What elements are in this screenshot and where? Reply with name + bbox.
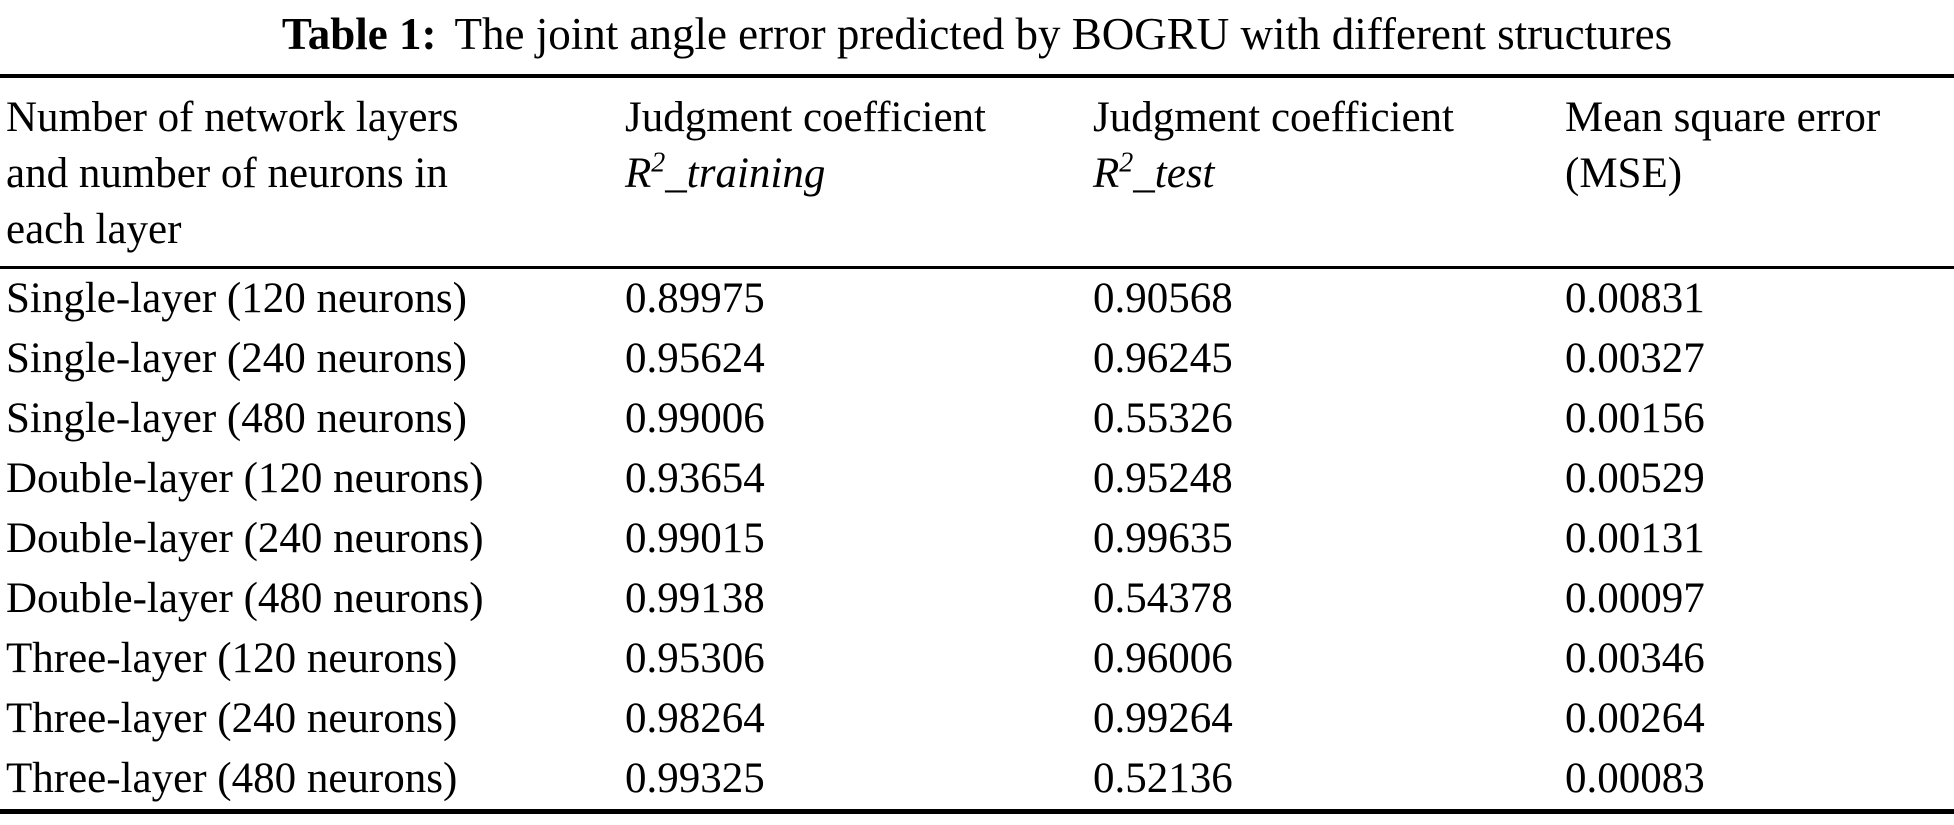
formula-base: R [1093,150,1120,197]
cell-structure: Double-layer (240 neurons) [6,515,484,562]
cell-r2-test: 0.54378 [1093,575,1233,622]
cell-r2-training: 0.93654 [625,455,765,502]
table-row: Double-layer (240 neurons) 0.99015 0.996… [0,509,1954,569]
table-row: Single-layer (240 neurons) 0.95624 0.962… [0,329,1954,389]
header-r2-test-formula: R2_test [1093,146,1565,202]
header-mse: Mean square error (MSE) [1565,76,1954,269]
table-row: Three-layer (240 neurons) 0.98264 0.9926… [0,689,1954,749]
header-r2-training-line1: Judgment coefficient [625,94,987,141]
formula-suffix: _test [1133,150,1215,197]
table-body: Single-layer (120 neurons) 0.89975 0.905… [0,268,1954,812]
cell-r2-training: 0.89975 [625,275,765,322]
cell-r2-test: 0.95248 [1093,455,1233,502]
header-mse-line2: (MSE) [1565,150,1683,197]
cell-mse: 0.00156 [1565,395,1705,442]
table-caption-text: The joint angle error predicted by BOGRU… [454,9,1673,59]
table-row: Double-layer (480 neurons) 0.99138 0.543… [0,569,1954,629]
table-caption-label: Table 1: [281,9,437,59]
cell-mse: 0.00831 [1565,275,1705,322]
cell-r2-test: 0.99264 [1093,695,1233,742]
cell-r2-training: 0.99006 [625,395,765,442]
formula-sup: 2 [651,147,666,179]
cell-mse: 0.00097 [1565,575,1705,622]
cell-structure: Three-layer (120 neurons) [6,635,458,682]
cell-r2-training: 0.95624 [625,335,765,382]
cell-mse: 0.00346 [1565,635,1705,682]
formula-sup: 2 [1119,147,1134,179]
header-r2-test-line1: Judgment coefficient [1093,94,1455,141]
cell-r2-test: 0.90568 [1093,275,1233,322]
formula-suffix: _training [665,150,826,197]
table-row: Three-layer (120 neurons) 0.95306 0.9600… [0,629,1954,689]
header-structure-line3: each layer [6,206,182,253]
cell-structure: Single-layer (480 neurons) [6,395,467,442]
formula-base: R [625,150,652,197]
cell-r2-training: 0.95306 [625,635,765,682]
cell-r2-training: 0.99138 [625,575,765,622]
cell-mse: 0.00264 [1565,695,1705,742]
cell-r2-test: 0.55326 [1093,395,1233,442]
table-header: Number of network layers and number of n… [0,76,1954,269]
table-row: Single-layer (120 neurons) 0.89975 0.905… [0,268,1954,330]
header-r2-training-formula: R2_training [625,146,1093,202]
cell-structure: Double-layer (480 neurons) [6,575,484,622]
header-r2-test: Judgment coefficient R2_test [1093,76,1565,269]
cell-r2-training: 0.99325 [625,755,765,802]
cell-structure: Double-layer (120 neurons) [6,455,484,502]
cell-r2-training: 0.99015 [625,515,765,562]
header-structure-line2: and number of neurons in [6,150,448,197]
cell-r2-test: 0.99635 [1093,515,1233,562]
cell-structure: Single-layer (240 neurons) [6,335,467,382]
cell-mse: 0.00529 [1565,455,1705,502]
header-r2-training: Judgment coefficient R2_training [625,76,1093,269]
cell-mse: 0.00131 [1565,515,1705,562]
header-row: Number of network layers and number of n… [0,76,1954,269]
table-caption: Table 1: The joint angle error predicted … [0,0,1954,66]
cell-r2-test: 0.52136 [1093,755,1233,802]
cell-structure: Three-layer (480 neurons) [6,755,458,802]
header-mse-line1: Mean square error [1565,94,1881,141]
cell-structure: Three-layer (240 neurons) [6,695,458,742]
cell-structure: Single-layer (120 neurons) [6,275,467,322]
cell-mse: 0.00327 [1565,335,1705,382]
table-row: Double-layer (120 neurons) 0.93654 0.952… [0,449,1954,509]
table-row: Single-layer (480 neurons) 0.99006 0.553… [0,389,1954,449]
header-structure-line1: Number of network layers [6,94,459,141]
results-table: Number of network layers and number of n… [0,74,1954,814]
header-structure: Number of network layers and number of n… [0,76,625,269]
table-row: Three-layer (480 neurons) 0.99325 0.5213… [0,749,1954,812]
cell-mse: 0.00083 [1565,755,1705,802]
cell-r2-training: 0.98264 [625,695,765,742]
cell-r2-test: 0.96006 [1093,635,1233,682]
cell-r2-test: 0.96245 [1093,335,1233,382]
